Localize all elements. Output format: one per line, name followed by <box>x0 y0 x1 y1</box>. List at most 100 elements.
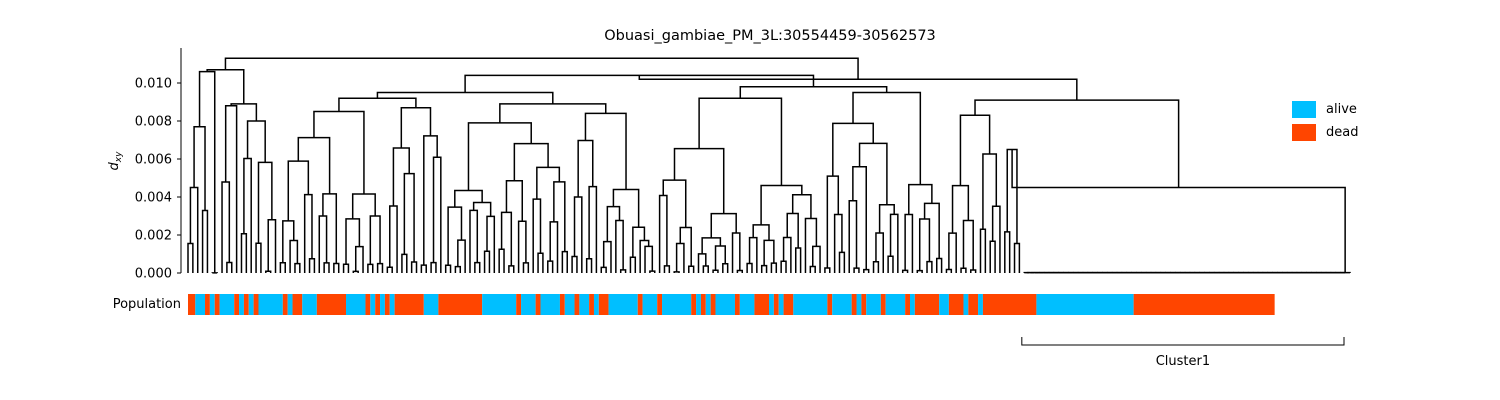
population-segment-dead <box>559 294 565 315</box>
dendrogram-link <box>991 205 1001 273</box>
population-segment-alive <box>739 294 755 315</box>
dendrogram-link <box>794 247 802 273</box>
population-segment-alive <box>939 294 949 315</box>
y-tick-label: 0.000 <box>135 267 172 282</box>
population-segment-alive <box>642 294 658 315</box>
dendrogram-link <box>553 181 566 252</box>
dendrogram-link <box>960 267 967 273</box>
dendrogram-link <box>486 215 496 273</box>
dendrogram-link <box>923 202 940 259</box>
population-segment-alive <box>195 294 206 315</box>
population-segment-alive <box>696 294 701 315</box>
population-segment-alive <box>219 294 235 315</box>
dendrogram-link <box>201 209 209 273</box>
population-segment-dead <box>691 294 697 315</box>
dendrogram-link <box>833 213 843 273</box>
dendrogram-link <box>1004 231 1011 273</box>
dendrogram-link <box>454 265 462 273</box>
dendrogram-link <box>974 99 1180 188</box>
population-segment-dead <box>827 294 833 315</box>
dendrogram-link <box>615 219 624 273</box>
legend-label-dead: dead <box>1326 125 1359 140</box>
population-segment-alive <box>239 294 244 315</box>
population-segment-alive <box>209 294 215 315</box>
dendrogram-link <box>673 271 680 273</box>
population-bar <box>188 294 1275 315</box>
dendrogram-link <box>889 213 899 273</box>
dendrogram-link <box>522 262 530 273</box>
dendrogram-link <box>303 193 313 273</box>
dendrogram-link <box>457 239 466 273</box>
population-segment-dead <box>316 294 347 315</box>
dendrogram-link <box>297 136 331 194</box>
population-segment-alive <box>832 294 852 315</box>
population-segment-alive <box>482 294 517 315</box>
population-segment-dead <box>968 294 979 315</box>
population-segment-alive <box>662 294 692 315</box>
dendrogram-link <box>600 266 607 273</box>
dendrogram-link <box>887 255 894 273</box>
dendrogram-link <box>863 268 870 273</box>
dendrogram-link <box>432 156 442 273</box>
population-segment-dead <box>188 294 196 315</box>
cluster-label: Cluster1 <box>1156 354 1210 369</box>
dendrogram-link <box>760 184 803 225</box>
dendrogram-link <box>483 250 491 273</box>
population-segment-dead <box>880 294 886 315</box>
dendrogram-link <box>763 239 775 266</box>
population-segment-dead <box>384 294 390 315</box>
population-segment-dead <box>234 294 240 315</box>
population-segment-dead <box>394 294 424 315</box>
dendrogram-link <box>804 217 818 273</box>
dendrogram-link <box>858 142 888 205</box>
population-segment-alive <box>370 294 376 315</box>
dendrogram-link <box>469 209 479 273</box>
population-segment-dead <box>574 294 580 315</box>
dendrogram-link <box>760 264 768 273</box>
dendrogram-link <box>632 226 646 258</box>
dendrogram-link <box>189 186 199 273</box>
dendrogram-link <box>916 269 923 273</box>
y-axis-label-sub: xy <box>114 151 124 163</box>
dendrogram-link <box>786 212 799 248</box>
dendrogram-link <box>698 97 783 186</box>
dendrogram-link <box>532 198 542 273</box>
population-segment-dead <box>773 294 779 315</box>
dendrogram-link <box>970 269 977 273</box>
dendrogram-link <box>853 267 860 273</box>
legend-item-alive: alive <box>1292 98 1358 121</box>
dendrogram-link <box>447 206 463 266</box>
dendrogram-link <box>517 220 527 273</box>
dendrogram-link <box>513 142 549 181</box>
dendrogram-link <box>679 226 692 267</box>
y-tick-label: 0.006 <box>135 153 172 168</box>
population-segment-alive <box>380 294 385 315</box>
dendrogram-link <box>585 257 593 273</box>
population-segment-dead <box>1133 294 1275 315</box>
population-segment-alive <box>564 294 575 315</box>
population-segment-dead <box>535 294 541 315</box>
dendrogram-link <box>313 110 365 195</box>
dendrogram-link <box>294 262 301 273</box>
dendrogram-link <box>878 204 895 233</box>
population-segment-alive <box>521 294 536 315</box>
population-segment-dead <box>205 294 210 315</box>
dendrogram-link <box>474 261 481 273</box>
population-segment-dead <box>637 294 643 315</box>
dendrogram-link <box>500 211 513 266</box>
population-segment-dead <box>282 294 288 315</box>
dendrogram-link <box>644 245 654 273</box>
dendrogram-link <box>935 257 943 273</box>
dendrogram-link <box>444 264 452 273</box>
dendrogram-link <box>345 218 361 265</box>
population-segment-alive <box>866 294 881 315</box>
dendrogram-link <box>875 232 885 273</box>
dendrogram-link <box>367 263 374 273</box>
population-segment-dead <box>365 294 371 315</box>
dendrogram-link <box>826 175 840 269</box>
dendrogram-link <box>982 153 998 230</box>
dendrogram-link <box>267 219 277 273</box>
dendrogram-link <box>710 212 737 238</box>
dendrogram-link <box>338 97 417 112</box>
population-segment-alive <box>978 294 983 315</box>
